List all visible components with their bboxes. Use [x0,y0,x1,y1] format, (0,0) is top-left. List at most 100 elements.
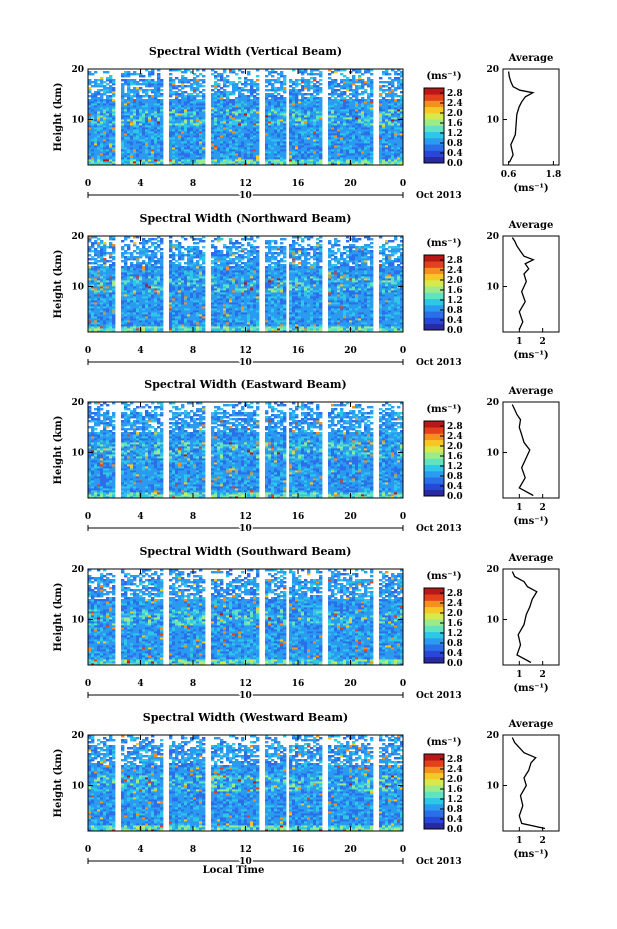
heatmap-cell [136,73,139,75]
heatmap-cell [151,95,154,97]
heatmap-cell [145,79,148,81]
heatmap-cell [169,99,172,101]
heatmap-cell [220,91,223,93]
heatmap-cell [202,79,205,81]
heatmap-cell [193,77,196,79]
heatmap-cell [151,79,154,81]
heatmap-cell [214,71,217,73]
heatmap-cell [100,77,103,79]
heatmap-cell [139,87,142,89]
heatmap-cell [142,75,145,77]
heatmap-cell [88,79,91,81]
heatmap-cell [235,97,238,99]
heatmap-cell [187,79,190,81]
heatmap-cell [199,91,202,93]
heatmap-cell [133,71,136,73]
heatmap-cell [217,79,220,81]
heatmap-cell [202,89,205,91]
heatmap-cell [181,91,184,93]
heatmap-cell [145,99,148,101]
heatmap-cell [199,95,202,97]
heatmap-cell [214,81,217,83]
heatmap-cell [148,95,151,97]
heatmap-cell [187,85,190,87]
heatmap-cell [109,95,112,97]
heatmap-cell [178,93,181,95]
heatmap-cell [211,93,214,95]
heatmap-cell [181,75,184,77]
heatmap-cell [109,75,112,77]
heatmap-cell [193,73,196,75]
heatmap-cell [130,95,133,97]
heatmap-cell [127,79,130,81]
heatmap-cell [142,95,145,97]
heatmap-cell [172,91,175,93]
heatmap-cell [190,93,193,95]
heatmap-cell [196,75,199,77]
heatmap-cell [169,77,172,79]
heatmap-cell [91,73,94,75]
heatmap-cell [112,87,115,89]
heatmap-cell [106,83,109,85]
heatmap-cell [190,83,193,85]
heatmap-cell [199,83,202,85]
heatmap-cell [220,73,223,75]
heatmap-cell [232,99,235,101]
heatmap-cell [130,79,133,81]
heatmap-cell [169,73,172,75]
heatmap-cell [157,99,160,101]
figure: Spectral Width (Vertical Beam)10200 4 8 12 1… [0,0,617,929]
heatmap-cell [187,93,190,95]
heatmap-cell [106,71,109,73]
heatmap-cell [154,81,157,83]
heatmap-cell [223,99,226,101]
heatmap-cell [184,95,187,97]
heatmap-cell [175,85,178,87]
heatmap-cell [217,73,220,75]
heatmap-cell [142,79,145,81]
heatmap-cell [97,83,100,85]
chart-title-0: Spectral Width (Vertical Beam) [149,45,342,58]
heatmap-cell [142,89,145,91]
heatmap-cell [160,93,163,95]
heatmap-cell [94,71,97,73]
heatmap-cell [223,89,226,91]
heatmap-cell [157,73,160,75]
heatmap-cell [145,89,148,91]
heatmap-cell [202,85,205,87]
heatmap-cell [229,81,232,83]
heatmap-cell [139,79,142,81]
heatmap-cell [133,79,136,81]
heatmap-cell [88,99,91,101]
heatmap-cell [124,71,127,73]
heatmap-cell [130,89,133,91]
heatmap-cell [148,71,151,73]
heatmap-cell [190,79,193,81]
heatmap-cell [136,81,139,83]
heatmap-cell [136,87,139,89]
heatmap-cell [232,81,235,83]
heatmap-cell [178,79,181,81]
heatmap-cell [172,99,175,101]
heatmap-cell [91,93,94,95]
heatmap-cell [160,99,163,101]
heatmap-cell [112,79,115,81]
heatmap-cell [160,89,163,91]
heatmap-cell [214,75,217,77]
heatmap-cell [202,93,205,95]
heatmap-cell [94,91,97,93]
heatmap-cell [196,79,199,81]
heatmap-cell [121,73,124,75]
heatmap-cell [211,89,214,91]
heatmap-cell [124,99,127,101]
heatmap-cell [97,97,100,99]
heatmap-cell [193,95,196,97]
heatmap-cell [214,91,217,93]
heatmap-cell [109,85,112,87]
heatmap-cell [196,99,199,101]
heatmap-cells-0 [88,69,403,165]
heatmap-cell [229,91,232,93]
heatmap-cell [199,79,202,81]
heatmap-cell [193,87,196,89]
heatmap-cell [88,87,91,89]
